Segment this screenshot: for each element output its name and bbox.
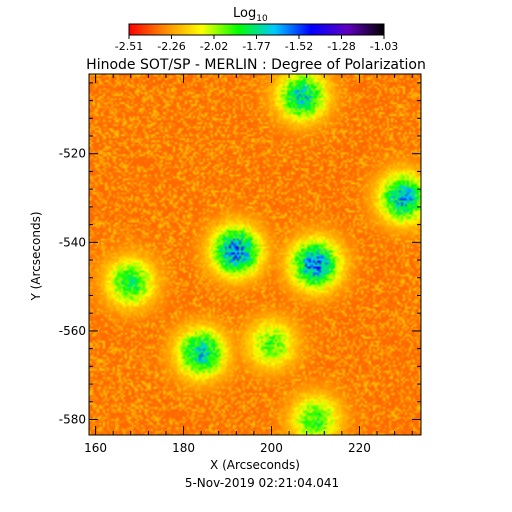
x-tick-label: 220 — [348, 441, 371, 455]
polarization-heatmap — [89, 74, 421, 435]
colorbar-tick-label: -2.02 — [200, 40, 228, 53]
x-tick-label: 160 — [84, 441, 107, 455]
y-axis-label: Y (Arcseconds) — [29, 211, 43, 301]
x-tick-label: 180 — [172, 441, 195, 455]
y-tick-label: -520 — [59, 147, 86, 161]
chart-title: Hinode SOT/SP - MERLIN : Degree of Polar… — [86, 57, 426, 73]
colorbar-tick-label: -2.51 — [115, 40, 143, 53]
x-tick-label: 200 — [260, 441, 283, 455]
colorbar-tick-label: -1.03 — [370, 40, 398, 53]
axis-ticks: 160 180 200 220 -580 -560 -540 -520 — [59, 74, 421, 455]
y-tick-label: -580 — [59, 412, 86, 426]
x-axis-label: X (Arcseconds) — [210, 458, 300, 472]
colorbar — [128, 23, 385, 36]
plot-frame — [88, 73, 422, 436]
colorbar-tick-label: -2.26 — [157, 40, 185, 53]
observation-timestamp: 5-Nov-2019 02:21:04.041 — [185, 476, 339, 490]
y-tick-label: -560 — [59, 324, 86, 338]
colorbar-tick-label: -1.52 — [285, 40, 313, 53]
colorbar-tick-label: -1.28 — [327, 40, 355, 53]
colorbar-title: Log10 — [233, 6, 268, 24]
y-tick-label: -540 — [59, 235, 86, 249]
colorbar-ticks: -2.51 -2.26 -2.02 -1.77 -1.52 -1.28 -1.03 — [115, 35, 398, 53]
colorbar-tick-label: -1.77 — [242, 40, 270, 53]
